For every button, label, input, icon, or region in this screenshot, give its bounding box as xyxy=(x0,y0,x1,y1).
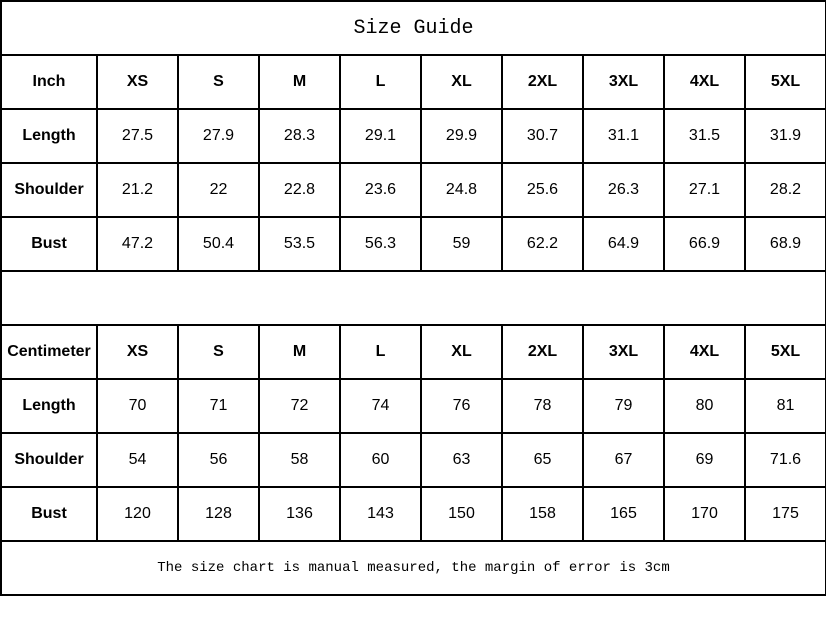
measurement-cell: 128 xyxy=(177,486,260,542)
header-row: Inch XS S M L XL 2XL 3XL 4XL 5XL xyxy=(0,54,826,110)
measurement-cell: 31.1 xyxy=(582,108,665,164)
measurement-cell: 158 xyxy=(501,486,584,542)
measurement-cell: 76 xyxy=(420,378,503,434)
measurement-cell: 28.3 xyxy=(258,108,341,164)
measurement-cell: 65 xyxy=(501,432,584,488)
measurement-cell: 27.1 xyxy=(663,162,746,218)
title-row: Size Guide xyxy=(0,0,826,56)
measurement-cell: 60 xyxy=(339,432,422,488)
size-header: XL xyxy=(420,54,503,110)
size-header: 4XL xyxy=(663,324,746,380)
size-header: 2XL xyxy=(501,324,584,380)
measurement-cell: 67 xyxy=(582,432,665,488)
row-label: Bust xyxy=(0,486,98,542)
measurement-cell: 78 xyxy=(501,378,584,434)
size-header: XS xyxy=(96,54,179,110)
row-label: Length xyxy=(0,108,98,164)
measurement-cell: 29.9 xyxy=(420,108,503,164)
measurement-cell: 58 xyxy=(258,432,341,488)
measurement-cell: 21.2 xyxy=(96,162,179,218)
spacer-cell xyxy=(0,270,826,326)
measurement-cell: 29.1 xyxy=(339,108,422,164)
size-header: 4XL xyxy=(663,54,746,110)
table-row: Length 70 71 72 74 76 78 79 80 81 xyxy=(0,378,826,434)
header-row: Centimeter XS S M L XL 2XL 3XL 4XL 5XL xyxy=(0,324,826,380)
table-row: Bust 120 128 136 143 150 158 165 170 175 xyxy=(0,486,826,542)
measurement-cell: 66.9 xyxy=(663,216,746,272)
measurement-cell: 69 xyxy=(663,432,746,488)
measurement-cell: 54 xyxy=(96,432,179,488)
footnote: The size chart is manual measured, the m… xyxy=(0,540,826,596)
measurement-cell: 59 xyxy=(420,216,503,272)
measurement-cell: 74 xyxy=(339,378,422,434)
measurement-cell: 68.9 xyxy=(744,216,826,272)
measurement-cell: 30.7 xyxy=(501,108,584,164)
size-header: 5XL xyxy=(744,54,826,110)
measurement-cell: 56.3 xyxy=(339,216,422,272)
measurement-cell: 150 xyxy=(420,486,503,542)
size-table: Size Guide Inch XS S M L XL 2XL 3XL 4XL 5XL Length 2… xyxy=(0,0,826,596)
table-row: Shoulder 21.2 22 22.8 23.6 24.8 25.6 26.3 27.1 28… xyxy=(0,162,826,218)
size-header: L xyxy=(339,324,422,380)
size-header: S xyxy=(177,324,260,380)
row-label: Shoulder xyxy=(0,162,98,218)
measurement-cell: 62.2 xyxy=(501,216,584,272)
measurement-cell: 47.2 xyxy=(96,216,179,272)
measurement-cell: 70 xyxy=(96,378,179,434)
row-label: Shoulder xyxy=(0,432,98,488)
measurement-cell: 28.2 xyxy=(744,162,826,218)
measurement-cell: 64.9 xyxy=(582,216,665,272)
measurement-cell: 165 xyxy=(582,486,665,542)
measurement-cell: 143 xyxy=(339,486,422,542)
measurement-cell: 22.8 xyxy=(258,162,341,218)
measurement-cell: 26.3 xyxy=(582,162,665,218)
spacer-row xyxy=(0,270,826,326)
measurement-cell: 24.8 xyxy=(420,162,503,218)
measurement-cell: 63 xyxy=(420,432,503,488)
row-label: Bust xyxy=(0,216,98,272)
size-header: 5XL xyxy=(744,324,826,380)
size-header: S xyxy=(177,54,260,110)
measurement-cell: 25.6 xyxy=(501,162,584,218)
row-label: Length xyxy=(0,378,98,434)
measurement-cell: 50.4 xyxy=(177,216,260,272)
size-header: L xyxy=(339,54,422,110)
measurement-cell: 72 xyxy=(258,378,341,434)
size-header: XS xyxy=(96,324,179,380)
measurement-cell: 31.5 xyxy=(663,108,746,164)
size-header: XL xyxy=(420,324,503,380)
measurement-cell: 175 xyxy=(744,486,826,542)
size-header: 3XL xyxy=(582,54,665,110)
unit-header: Centimeter xyxy=(0,324,98,380)
size-header: M xyxy=(258,54,341,110)
table-row: Shoulder 54 56 58 60 63 65 67 69 71.6 xyxy=(0,432,826,488)
measurement-cell: 170 xyxy=(663,486,746,542)
measurement-cell: 136 xyxy=(258,486,341,542)
measurement-cell: 23.6 xyxy=(339,162,422,218)
measurement-cell: 27.5 xyxy=(96,108,179,164)
size-header: 3XL xyxy=(582,324,665,380)
note-row: The size chart is manual measured, the m… xyxy=(0,540,826,596)
measurement-cell: 81 xyxy=(744,378,826,434)
measurement-cell: 71 xyxy=(177,378,260,434)
measurement-cell: 120 xyxy=(96,486,179,542)
measurement-cell: 27.9 xyxy=(177,108,260,164)
measurement-cell: 56 xyxy=(177,432,260,488)
unit-header: Inch xyxy=(0,54,98,110)
table-row: Bust 47.2 50.4 53.5 56.3 59 62.2 64.9 66.9 68.9 xyxy=(0,216,826,272)
measurement-cell: 79 xyxy=(582,378,665,434)
measurement-cell: 53.5 xyxy=(258,216,341,272)
size-header: M xyxy=(258,324,341,380)
measurement-cell: 80 xyxy=(663,378,746,434)
measurement-cell: 71.6 xyxy=(744,432,826,488)
page-title: Size Guide xyxy=(0,0,826,56)
table-row: Length 27.5 27.9 28.3 29.1 29.9 30.7 31.1 31.5 31… xyxy=(0,108,826,164)
measurement-cell: 31.9 xyxy=(744,108,826,164)
size-header: 2XL xyxy=(501,54,584,110)
measurement-cell: 22 xyxy=(177,162,260,218)
